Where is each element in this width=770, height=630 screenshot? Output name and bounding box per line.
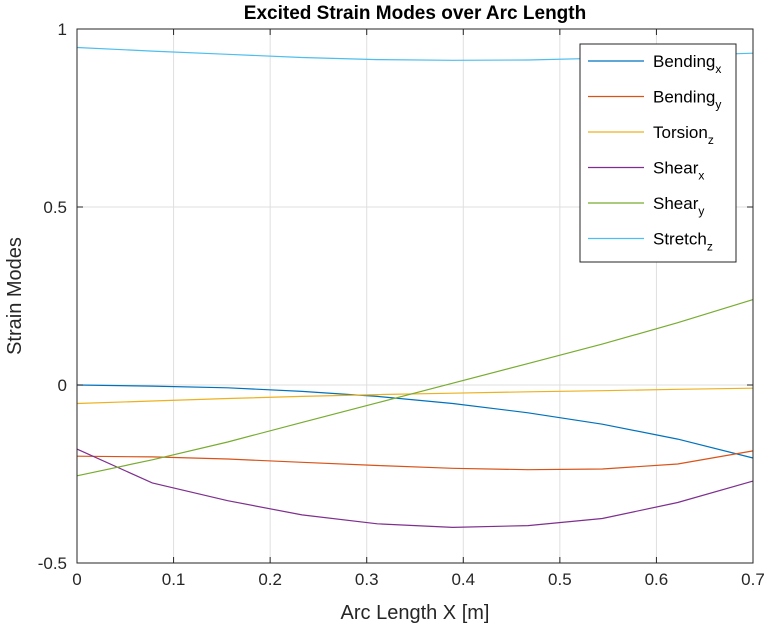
series-line-torsion-z bbox=[76, 387, 754, 405]
x-tick-label: 0.3 bbox=[355, 570, 379, 589]
x-tick-label: 0.1 bbox=[162, 570, 186, 589]
y-axis-ticks: -0.5 0 0.5 1 bbox=[38, 20, 753, 573]
legend-entry: Shearx bbox=[653, 159, 704, 183]
series-line-bending-x bbox=[76, 384, 754, 459]
legend-entry-name: Torsion bbox=[653, 123, 708, 142]
chart-title: Excited Strain Modes over Arc Length bbox=[244, 3, 586, 24]
series-lines bbox=[76, 46, 754, 529]
legend-entry-name: Shear bbox=[653, 159, 699, 178]
x-tick-label: 0 bbox=[72, 570, 81, 589]
legend-entry-subscript: x bbox=[715, 62, 721, 76]
legend-entry: Sheary bbox=[653, 194, 704, 218]
legend: BendingxBendingyTorsionzShearxShearyStre… bbox=[579, 43, 737, 263]
legend-entry-name: Stretch bbox=[653, 230, 707, 249]
y-tick-label: -0.5 bbox=[38, 554, 67, 573]
legend-entry-subscript: x bbox=[698, 169, 704, 183]
legend-entry-name: Bending bbox=[653, 52, 715, 71]
x-tick-label: 0.6 bbox=[645, 570, 669, 589]
legend-entry: Torsionz bbox=[653, 123, 714, 147]
legend-entry-subscript: z bbox=[707, 240, 713, 254]
legend-box bbox=[579, 43, 737, 263]
y-tick-label: 0 bbox=[58, 376, 67, 395]
series-line-shear-y bbox=[76, 299, 754, 477]
legend-entry: Bendingy bbox=[653, 88, 721, 112]
legend-entry-name: Bending bbox=[653, 88, 715, 107]
legend-entry: Stretchz bbox=[653, 230, 713, 254]
series-line-bending-y bbox=[76, 450, 754, 471]
x-axis-label: Arc Length X [m] bbox=[341, 602, 490, 624]
x-tick-label: 0.5 bbox=[548, 570, 572, 589]
legend-entry-subscript: y bbox=[698, 204, 704, 218]
y-axis-label: Strain Modes bbox=[4, 237, 26, 355]
legend-entry-subscript: z bbox=[708, 133, 714, 147]
legend-entry-name: Shear bbox=[653, 194, 699, 213]
x-tick-label: 0.4 bbox=[451, 570, 475, 589]
legend-entry-subscript: y bbox=[715, 98, 721, 112]
x-tick-label: 0.2 bbox=[258, 570, 282, 589]
y-tick-label: 0.5 bbox=[43, 198, 67, 217]
y-tick-label: 1 bbox=[58, 20, 67, 39]
x-axis-ticks: 0 0.1 0.2 0.3 0.4 0.5 0.6 0.7 bbox=[72, 29, 765, 589]
x-tick-label: 0.7 bbox=[741, 570, 765, 589]
series-line-shear-x bbox=[76, 448, 754, 529]
plot-frame bbox=[76, 28, 754, 564]
legend-entry: Bendingx bbox=[653, 52, 721, 76]
